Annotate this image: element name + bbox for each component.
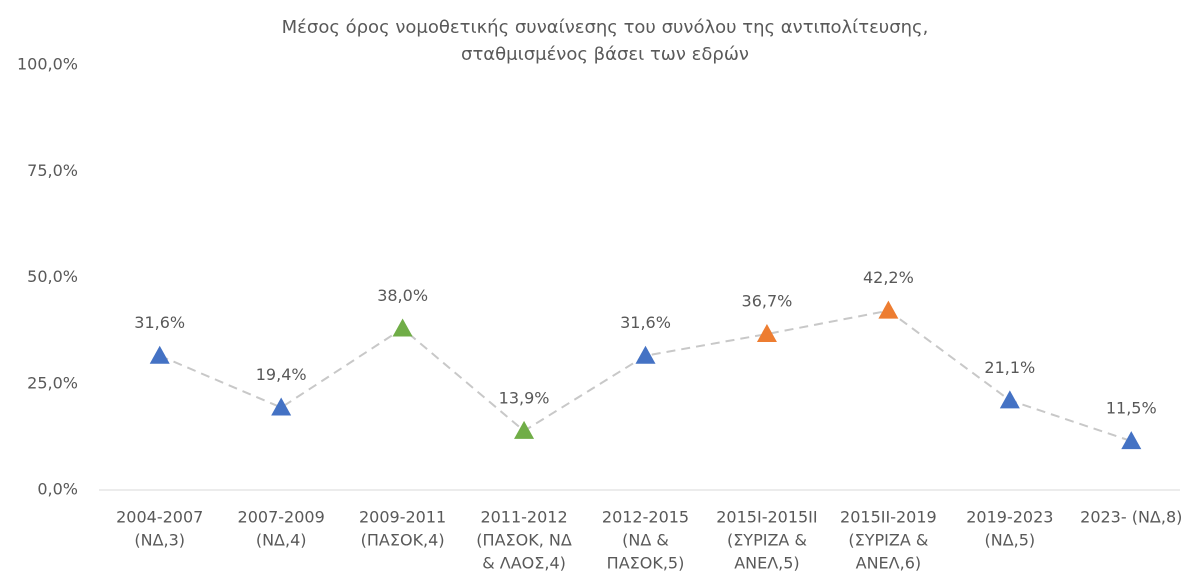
- x-tick-label: 2009-2011: [359, 508, 446, 527]
- x-tick-label: 2015Ι-2015ΙΙ: [716, 508, 817, 527]
- x-tick-label: 2015ΙΙ-2019: [840, 508, 937, 527]
- x-tick-label: (ΝΔ,3): [134, 531, 185, 550]
- data-label: 31,6%: [134, 313, 185, 332]
- data-label: 21,1%: [984, 358, 1035, 377]
- marker: [514, 420, 535, 439]
- marker: [756, 324, 777, 343]
- x-tick-label: (ΣΥΡΙΖΑ &: [727, 531, 807, 550]
- data-label: 38,0%: [377, 286, 428, 305]
- x-tick-label: (ΠΑΣΟΚ, ΝΔ: [476, 531, 572, 550]
- y-tick-label: 75,0%: [27, 161, 78, 180]
- x-tick-label: 2011-2012: [480, 508, 567, 527]
- y-tick-label: 0,0%: [37, 480, 78, 499]
- x-tick-label: 2004-2007: [116, 508, 203, 527]
- x-tick-label: (ΠΑΣΟΚ,4): [361, 531, 445, 550]
- y-tick-label: 25,0%: [27, 373, 78, 392]
- x-tick-label: ΠΑΣΟΚ,5): [607, 554, 685, 573]
- marker: [271, 397, 292, 416]
- x-tick-label: 2012-2015: [602, 508, 689, 527]
- data-label: 11,5%: [1106, 399, 1157, 418]
- marker: [392, 318, 413, 337]
- chart-title: σταθμισμένος βάσει των εδρών: [461, 44, 749, 65]
- marker: [878, 300, 899, 319]
- data-label: 31,6%: [620, 313, 671, 332]
- y-tick-label: 50,0%: [27, 267, 78, 286]
- data-label: 19,4%: [256, 365, 307, 384]
- marker: [1121, 431, 1142, 450]
- x-tick-label: (ΣΥΡΙΖΑ &: [848, 531, 928, 550]
- x-tick-label: (ΝΔ,4): [256, 531, 307, 550]
- x-tick-label: 2007-2009: [238, 508, 325, 527]
- x-tick-label: (ΝΔ,5): [984, 531, 1035, 550]
- marker: [635, 345, 656, 364]
- x-tick-label: (ΝΔ &: [622, 531, 669, 550]
- data-label: 42,2%: [863, 268, 914, 287]
- data-label: 13,9%: [499, 388, 550, 407]
- chart-title: Μέσος όρος νομοθετικής συναίνεσης του συ…: [282, 17, 929, 38]
- x-tick-label: & ΛΑΟΣ,4): [482, 554, 566, 573]
- x-tick-label: ΑΝΕΛ,6): [856, 554, 921, 573]
- x-tick-label: 2023- (ΝΔ,8): [1080, 508, 1182, 527]
- y-tick-label: 100,0%: [17, 55, 78, 74]
- marker: [999, 390, 1020, 409]
- x-tick-label: 2019-2023: [966, 508, 1053, 527]
- data-label: 36,7%: [742, 292, 793, 311]
- marker: [149, 345, 170, 364]
- x-tick-label: ΑΝΕΛ,5): [734, 554, 799, 573]
